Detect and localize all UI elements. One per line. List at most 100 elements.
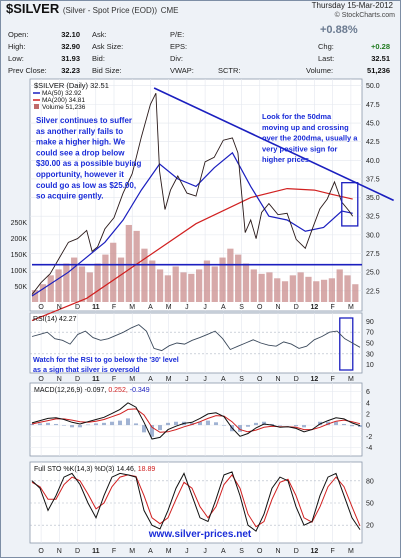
percent-change: +0.88%: [320, 24, 358, 36]
pe-label: P/E:: [170, 30, 185, 39]
sto-k-line: [31, 471, 361, 532]
month-label: 11: [92, 548, 100, 555]
month-label: F: [331, 548, 335, 555]
macd-histogram-bar: [198, 421, 202, 426]
volume-bar: [78, 266, 86, 302]
annotation-left: Silver continues to suffer as another ral…: [36, 116, 141, 201]
volume-bar: [219, 257, 226, 302]
price-tick-label: 50.0: [366, 83, 380, 90]
month-label: O: [38, 376, 44, 383]
month-label: J: [203, 376, 207, 383]
price-tick-label: 32.5: [366, 214, 380, 221]
month-label: N: [57, 548, 62, 555]
volume-bar: [235, 254, 242, 302]
macd-label-hist: -0.349: [130, 387, 150, 394]
month-label: F: [331, 304, 335, 311]
volume-bar: [172, 266, 179, 302]
annotation-right-line: very positive sign for: [262, 144, 338, 153]
price-tick-label: 25.0: [366, 270, 380, 277]
open-value: 32.10: [61, 30, 80, 39]
rsi-tick-label: 70: [366, 330, 374, 337]
volume-bar: [328, 278, 336, 302]
volume-bar: [188, 273, 195, 302]
annotation-rsi-line: Watch for the RSI to go below the '30' l…: [33, 355, 179, 364]
month-label: N: [57, 376, 62, 383]
month-label: O: [38, 304, 44, 311]
volume-bar: [133, 230, 140, 302]
annotation-right-line: moving up and crossing: [262, 123, 349, 132]
annotation-left-line: make a higher high. We: [36, 138, 126, 147]
macd-label: MACD(12,26,9) -0.097, 0.252, -0.349: [34, 387, 150, 394]
month-label: D: [75, 304, 80, 311]
macd-histogram-bar: [294, 425, 298, 427]
sto-panel: [29, 461, 363, 544]
rsi-label: RSI(14) 42.27: [33, 316, 77, 323]
month-label: M: [348, 376, 354, 383]
volume-bar: [320, 279, 328, 302]
month-label: 12: [311, 376, 319, 383]
macd-line: [31, 402, 361, 440]
annotation-left-line: so acquire gently.: [36, 192, 103, 201]
macd-histogram-bar: [70, 425, 74, 428]
macd-histogram-bar: [102, 422, 106, 426]
macd-histogram-bar: [246, 425, 250, 427]
price-tick-label: 45.0: [366, 121, 380, 128]
legend-ma200: MA(200) 34.81: [42, 97, 85, 104]
price-line: [31, 93, 354, 295]
month-label: O: [257, 376, 263, 383]
macd-histogram-bar: [262, 421, 266, 426]
macd-histogram-bar: [38, 423, 42, 426]
volume-bar: [242, 263, 250, 302]
month-label: F: [331, 376, 335, 383]
macd-histogram-bar: [174, 421, 178, 426]
month-label: 12: [311, 304, 319, 311]
month-label: M: [348, 548, 354, 555]
volume-bar: [211, 266, 218, 302]
macd-histogram-bar: [166, 422, 170, 426]
month-label: M: [129, 548, 135, 555]
volume-bar: [39, 284, 47, 302]
annotation-left-line: opportunity, however it: [36, 170, 124, 179]
bid-size-label: Bid Size:: [92, 66, 122, 75]
volume-bar: [227, 248, 234, 302]
high-value: 32.90: [61, 42, 80, 51]
rsi-tick-label: 90: [366, 319, 374, 326]
volume-bars: [32, 224, 359, 302]
month-label: J: [185, 548, 189, 555]
month-label: F: [112, 376, 116, 383]
high-label: High:: [8, 42, 26, 51]
volume-bar: [86, 272, 93, 302]
month-label: M: [166, 376, 172, 383]
volume-bar: [164, 275, 172, 302]
volume-bar: [274, 278, 281, 302]
macd-histogram-bar: [326, 421, 330, 426]
macd-histogram-bar: [110, 421, 114, 426]
volume-bar: [117, 257, 125, 302]
chart-title: $SILVER (Silver - Spot Price (EOD)) CME: [6, 1, 178, 16]
macd-histogram-bar: [190, 422, 194, 426]
exchange: CME: [160, 6, 179, 15]
macd-histogram-bar: [350, 425, 354, 427]
axis-labels: 50.0 47.5 45.0 42.5 40.0 37.5 35.0 32.5 30.0 27.5…: [11, 83, 380, 555]
macd-histogram-bar: [134, 423, 138, 426]
price-tick-label: 40.0: [366, 158, 380, 165]
month-label: D: [294, 376, 299, 383]
macd-histogram-bar: [30, 423, 34, 426]
macd-histogram-bar: [62, 425, 66, 426]
volume-bar: [71, 257, 78, 302]
month-label: A: [221, 376, 226, 383]
macd-histogram-bar: [150, 425, 154, 437]
prev-close-value: 32.23: [61, 66, 80, 75]
volume-tick-label: 200K: [11, 236, 28, 243]
volume-bar: [289, 275, 296, 302]
month-label: J: [185, 304, 189, 311]
macd-histogram-bar: [46, 422, 50, 426]
month-label: D: [294, 548, 299, 555]
macd-histogram-bar: [302, 425, 306, 428]
month-label: N: [275, 376, 280, 383]
ma200-line: [31, 187, 353, 322]
eps-label: EPS:: [170, 42, 188, 51]
month-label: 11: [92, 376, 100, 383]
month-label: O: [257, 548, 263, 555]
open-label: Open:: [8, 30, 29, 39]
